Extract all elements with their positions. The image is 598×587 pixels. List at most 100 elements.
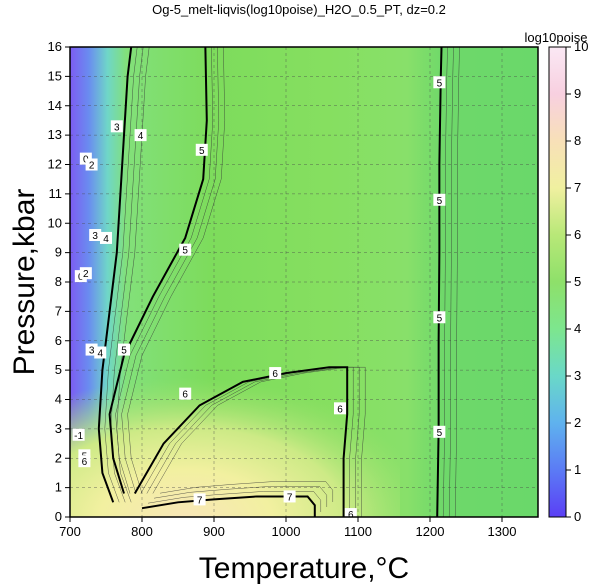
x-axis-label: Temperature,°C [199,552,409,585]
contour-label-box [283,490,296,503]
y-axis-label: Pressure,kbar [8,189,41,376]
x-tick-label: 1200 [416,524,445,539]
y-tick-label: 1 [55,480,62,495]
colorbar-tick-label: 5 [574,274,581,289]
contour-label-box [433,425,446,438]
contour-label: 7 [287,492,293,503]
contour-label: 6 [182,390,188,401]
contour-label: 2 [89,161,95,172]
contour-label: 5 [199,146,205,157]
y-tick-label: 3 [55,421,62,436]
contour-label-box [433,76,446,89]
x-tick-label: 700 [59,524,81,539]
contour-line-7 [141,495,316,517]
contour-label-box [85,158,98,171]
contour-label: 2 [83,269,89,280]
hot-region [70,330,400,517]
x-axis-ticks: 700 800 900 1000 1100 1200 1300 [59,517,516,539]
y-tick-label: 9 [55,245,62,260]
contour-label: 6 [272,369,278,380]
y-tick-label: 12 [48,157,62,172]
colorbar-tick-label: 10 [574,39,588,54]
y-tick-label: 11 [49,186,63,201]
contour-label: 6 [82,457,88,468]
contour-label-box [79,267,92,280]
colorbar-tick-label: 0 [574,509,581,524]
contour-label: 6 [337,404,343,415]
contour-label-box [118,343,130,356]
y-tick-label: 16 [48,39,62,54]
contour-label-box [94,346,107,359]
y-tick-label: 10 [48,215,62,230]
contour-label: 5 [437,428,443,439]
thin-contour [127,47,226,494]
contour-label-box [179,387,192,400]
colorbar-tick-label: 8 [574,133,581,148]
contour-label-box [344,508,357,517]
plot-area: 02343402553456667765555-156 [70,47,538,521]
contour-label: 3 [89,346,95,357]
contour-label: 4 [138,131,144,142]
colorbar-ticks: 0 1 2 3 4 5 6 7 8 9 10 [566,39,588,524]
x-tick-label: 1300 [488,524,517,539]
contour-label-box [195,143,208,156]
contour-label: 7 [197,495,203,506]
contour-line-6 [133,366,349,517]
thin-contour [121,47,220,494]
x-tick-label: 800 [131,524,153,539]
contour-label: 4 [97,349,103,360]
contour-label-box [100,231,112,244]
y-tick-label: 4 [55,392,62,407]
x-tick-label: 900 [203,524,225,539]
contour-label-box [110,120,123,133]
y-tick-label: 13 [48,127,62,142]
contour-line-5 [108,47,208,494]
colorbar-tick-label: 1 [574,462,581,477]
contour-label-box [78,455,91,468]
contour-label-box [193,493,206,506]
contour-label-box [134,129,147,142]
contour-labels: 02343402553456667765555-156 [72,76,446,521]
chart-title: Og-5_melt-liqvis(log10poise)_H2O_0.5_PT,… [152,2,446,17]
contour-label-box [72,428,85,441]
contour-line-4 [97,47,133,503]
y-tick-label: 15 [48,68,62,83]
thin-contour [115,47,214,494]
colorbar-tick-label: 2 [574,415,581,430]
contour-label-box [179,243,192,256]
contour-label-box [433,311,446,324]
colorbar-tick-label: 9 [574,86,581,101]
contour-label: 6 [348,510,354,521]
colorbar-tick-label: 7 [574,180,581,195]
colorbar-tick-label: 3 [574,368,581,383]
contour-label: 4 [103,234,109,245]
y-tick-label: 2 [55,450,62,465]
x-tick-label: 1000 [272,524,301,539]
colorbar-tick-label: 4 [574,321,581,336]
contour-label: 3 [114,122,120,133]
thin-contour [449,47,454,517]
y-tick-label: 14 [48,98,62,113]
thin-contour [146,366,360,517]
y-tick-label: 8 [55,274,62,289]
contour-label: 5 [182,246,188,257]
contour-label: 5 [437,196,443,207]
thin-contour [153,486,327,507]
thin-contour [159,481,333,502]
contour-label: 3 [92,231,98,242]
y-tick-label: 0 [55,509,62,524]
contour-label: 5 [437,78,443,89]
colorbar [548,46,567,518]
colorbar-tick-label: 6 [574,227,581,242]
y-tick-label: 7 [55,303,62,318]
contour-label-box [269,367,282,380]
contour-label: 5 [121,346,127,357]
colorbar-label: log10poise [525,30,588,45]
y-tick-label: 5 [55,362,62,377]
thin-contour [104,47,138,503]
contour-label: 5 [437,313,443,324]
x-tick-label: 1100 [344,524,372,539]
contour-label: -1 [74,431,83,442]
